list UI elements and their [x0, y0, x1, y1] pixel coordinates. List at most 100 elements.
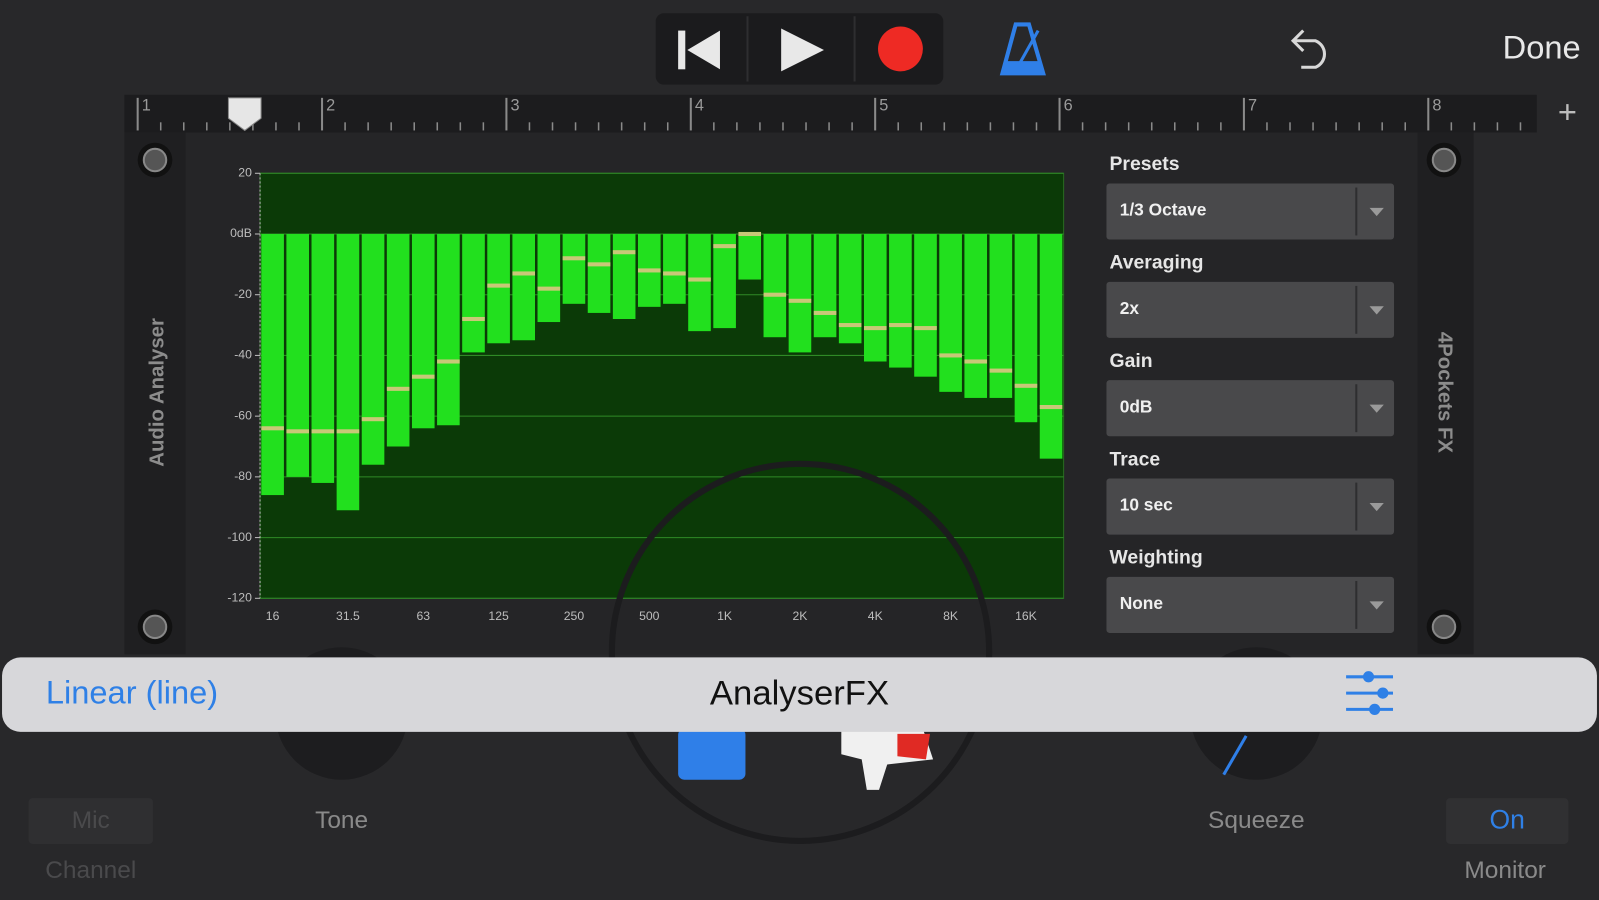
dropdown[interactable] [1106, 281, 1395, 338]
dropdown[interactable] [1106, 576, 1395, 633]
ruler-number: 1 [142, 96, 151, 114]
ruler-number: 4 [695, 96, 704, 114]
peak-marker [688, 277, 711, 282]
control-label: Weighting [1110, 547, 1203, 569]
bar [813, 233, 837, 338]
dropdown-arrow [1369, 306, 1384, 315]
dropdown[interactable] [1106, 183, 1395, 240]
peak-marker [612, 250, 636, 255]
playhead[interactable] [227, 97, 262, 132]
peak-marker [512, 271, 536, 276]
on-button[interactable]: On [1490, 805, 1525, 835]
peak-marker [964, 359, 988, 364]
x-tick-label: 31.5 [336, 609, 360, 623]
play-button[interactable] [781, 28, 824, 72]
side-label: Audio Analyser [146, 318, 168, 467]
control-label: Presets [1110, 153, 1180, 175]
dropdown-value: 10 sec [1120, 495, 1173, 515]
settings-button[interactable] [1346, 671, 1394, 716]
dropdown-value: 2x [1120, 298, 1140, 318]
x-tick-label: 250 [564, 609, 585, 623]
peak-marker [889, 323, 912, 328]
mic-button[interactable]: Mic [72, 807, 110, 834]
peak-marker [914, 326, 937, 331]
peak-marker [939, 353, 962, 358]
y-tick-label: 0dB [230, 226, 252, 240]
peak-marker [1039, 405, 1063, 410]
peak-marker [587, 262, 611, 267]
dropdown-value: 0dB [1120, 396, 1153, 416]
dropdown-arrow [1369, 601, 1384, 610]
bar [361, 233, 385, 465]
peak-marker [462, 316, 485, 322]
peak-marker [487, 283, 510, 288]
bar [562, 233, 586, 304]
dropdown-arrow [1369, 207, 1384, 217]
y-tick-label: -20 [234, 287, 252, 301]
bar [914, 233, 937, 377]
ruler-number: 3 [510, 96, 519, 114]
bar [889, 233, 912, 368]
bar [487, 233, 510, 344]
ruler-number: 5 [879, 96, 888, 114]
ruler-number: 7 [1248, 96, 1257, 114]
add-button[interactable]: + [1558, 93, 1577, 130]
bar [838, 233, 862, 344]
dropdown-arrow [1369, 404, 1384, 413]
bar [261, 233, 284, 496]
undo-button[interactable] [1290, 29, 1326, 69]
peak-marker [989, 368, 1013, 373]
bar [612, 233, 636, 319]
bar [587, 233, 611, 313]
bar [286, 233, 310, 477]
bar [738, 233, 762, 280]
y-tick-label: 20 [238, 166, 252, 180]
bar [763, 233, 787, 338]
metronome-button[interactable] [999, 22, 1046, 76]
x-tick-label: 1K [717, 609, 733, 623]
ruler-number: 2 [326, 96, 335, 114]
peak-marker [286, 429, 310, 434]
peak-marker [788, 298, 812, 303]
bar [462, 233, 485, 353]
peak-marker [838, 323, 862, 328]
peak-marker [261, 426, 284, 431]
bar [788, 233, 812, 353]
record-button[interactable] [878, 26, 923, 72]
x-tick-label: 125 [488, 609, 509, 623]
ruler-number: 8 [1432, 96, 1441, 114]
dropdown-value: 1/3 Octave [1120, 200, 1207, 220]
mode-button[interactable]: Linear (line) [46, 674, 218, 711]
control-label: Gain [1110, 350, 1153, 372]
bar [989, 233, 1013, 398]
peak-marker [361, 417, 385, 422]
ruler [124, 94, 1537, 133]
squeeze-label: Squeeze [1208, 807, 1305, 834]
footer-bar [2, 657, 1597, 732]
bar [688, 233, 711, 332]
peak-marker [637, 268, 661, 273]
y-tick-label: -80 [234, 469, 252, 483]
x-tick-label: 500 [639, 609, 660, 623]
bar [1014, 233, 1038, 423]
y-tick-label: -120 [227, 591, 252, 605]
peak-marker [386, 386, 410, 391]
bar [964, 233, 988, 398]
bar [336, 233, 360, 511]
control-label: Averaging [1110, 252, 1204, 274]
done-button[interactable]: Done [1503, 29, 1581, 66]
rewind-button[interactable] [678, 30, 720, 70]
peak-marker [863, 326, 887, 331]
bar [386, 233, 410, 447]
peak-marker [813, 310, 837, 315]
x-tick-label: 8K [943, 609, 959, 623]
peak-marker [437, 359, 460, 364]
dropdown[interactable] [1106, 478, 1395, 535]
dropdown[interactable] [1106, 380, 1395, 437]
peak-marker [537, 286, 561, 291]
chart-layer: 1 2 3 4 5 6 7 8 Presets 1/3 Octave Averaging 2x Gain… [136, 96, 1522, 645]
peak-marker [311, 429, 335, 434]
peak-marker [411, 374, 435, 379]
bar [863, 233, 887, 362]
y-tick-label: -40 [234, 348, 252, 362]
